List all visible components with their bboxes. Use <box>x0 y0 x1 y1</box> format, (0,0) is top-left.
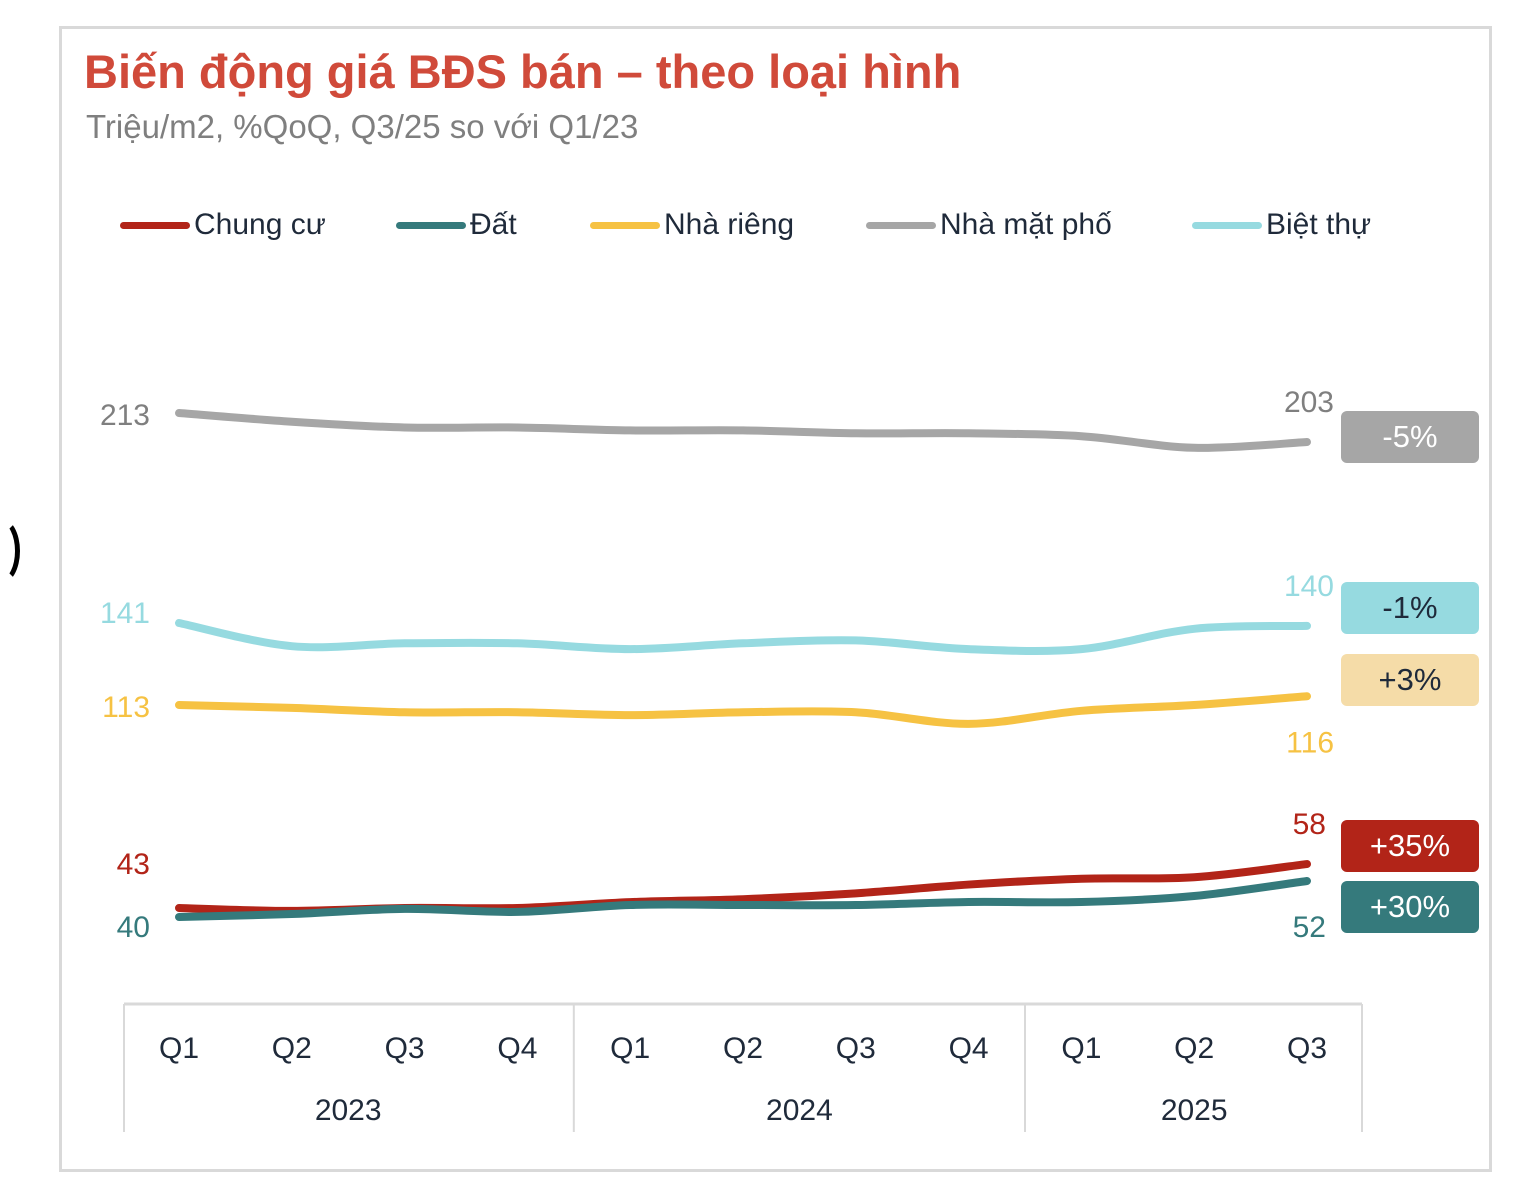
start-value-label: 141 <box>100 597 150 630</box>
series-line <box>175 877 1311 921</box>
start-value-label: 113 <box>102 691 150 724</box>
change-badge-dat: +30% <box>1341 881 1479 933</box>
start-value-label: 213 <box>100 399 150 432</box>
legend-swatch <box>120 221 190 229</box>
change-badge-chung-cu: +35% <box>1341 820 1479 872</box>
end-value-label: 203 <box>1284 386 1334 419</box>
start-value-label: 40 <box>117 911 150 944</box>
legend-item-chung-cu: Chung cư <box>120 205 326 245</box>
legend-item-nha-mat-pho: Nhà mặt phố <box>866 205 1112 245</box>
legend-label: Chung cư <box>194 208 326 241</box>
end-value-label: 140 <box>1284 570 1334 603</box>
x-year-label: 2023 <box>315 1094 382 1127</box>
legend-swatch <box>590 221 660 229</box>
legend-item-biet-thu: Biệt thự <box>1192 205 1371 245</box>
series-line <box>175 692 1311 728</box>
legend-label: Nhà mặt phố <box>940 208 1112 241</box>
series-line <box>175 619 1311 655</box>
end-value-label: 58 <box>1293 808 1326 841</box>
x-tick-label: Q1 <box>1061 1032 1101 1065</box>
x-tick-label: Q3 <box>385 1032 425 1065</box>
x-tick-label: Q4 <box>949 1032 989 1065</box>
x-tick-label: Q3 <box>836 1032 876 1065</box>
end-value-label: 116 <box>1286 726 1334 759</box>
x-tick-label: Q2 <box>1174 1032 1214 1065</box>
legend-item-dat: Đất <box>396 205 517 245</box>
x-tick-label: Q4 <box>497 1032 537 1065</box>
chart-subtitle: Triệu/m2, %QoQ, Q3/25 so với Q1/23 <box>86 108 639 145</box>
x-tick-label: Q1 <box>159 1032 199 1065</box>
change-badge-biet-thu: -1% <box>1341 582 1479 634</box>
chart-title: Biến động giá BĐS bán – theo loại hình <box>84 45 962 98</box>
x-year-label: 2024 <box>766 1094 833 1127</box>
legend-label: Biệt thự <box>1266 208 1372 241</box>
change-badge-nha-rieng: +3% <box>1341 654 1479 706</box>
legend-swatch <box>866 221 936 229</box>
legend-label: Nhà riêng <box>664 208 795 241</box>
change-badge-nha-mat-pho: -5% <box>1341 411 1479 463</box>
x-tick-label: Q2 <box>723 1032 763 1065</box>
x-tick-label: Q3 <box>1287 1032 1327 1065</box>
start-value-label: 43 <box>117 848 150 881</box>
x-tick-label: Q2 <box>272 1032 312 1065</box>
legend-item-nha-rieng: Nhà riêng <box>590 205 794 245</box>
x-tick-label: Q1 <box>610 1032 650 1065</box>
end-value-label: 52 <box>1293 911 1326 944</box>
series-line <box>175 409 1311 452</box>
legend-label: Đất <box>470 208 517 241</box>
legend-swatch <box>1192 221 1262 229</box>
chart-frame <box>59 26 1492 1172</box>
legend-swatch <box>396 221 466 229</box>
x-year-label: 2025 <box>1161 1094 1228 1127</box>
cropped-glyph <box>0 518 20 584</box>
